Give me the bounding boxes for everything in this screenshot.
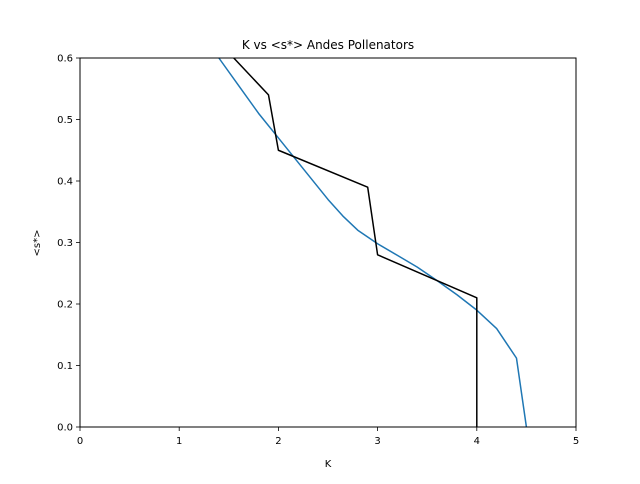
y-tick-label: 0.0 — [57, 423, 73, 434]
y-tick-label: 0.2 — [57, 300, 73, 311]
y-tick-label: 0.1 — [57, 361, 73, 372]
y-axis-label: <s*> — [32, 230, 43, 257]
x-tick-label: 0 — [77, 436, 83, 447]
x-tick-label: 1 — [176, 436, 182, 447]
y-tick-label: 0.4 — [57, 177, 73, 188]
x-tick-label: 2 — [275, 436, 281, 447]
series-line-2 — [233, 57, 478, 427]
plot-frame — [79, 57, 577, 428]
y-tick-label: 0.6 — [57, 54, 73, 65]
chart-title: K vs <s*> Andes Pollenators — [242, 38, 414, 52]
x-tick-label: 3 — [374, 436, 380, 447]
series-layer — [218, 57, 528, 428]
y-tick-label: 0.3 — [57, 238, 73, 249]
x-axis-ticks: 0 1 2 3 4 5 — [77, 427, 579, 447]
x-tick-label: 5 — [573, 436, 579, 447]
x-tick-label: 4 — [474, 436, 480, 447]
series-line-1 — [218, 57, 528, 428]
y-tick-label: 0.5 — [57, 115, 73, 126]
x-axis-label: K — [325, 459, 332, 470]
y-axis-ticks: 0.0 0.1 0.2 0.3 0.4 0.5 0.6 — [57, 54, 80, 434]
